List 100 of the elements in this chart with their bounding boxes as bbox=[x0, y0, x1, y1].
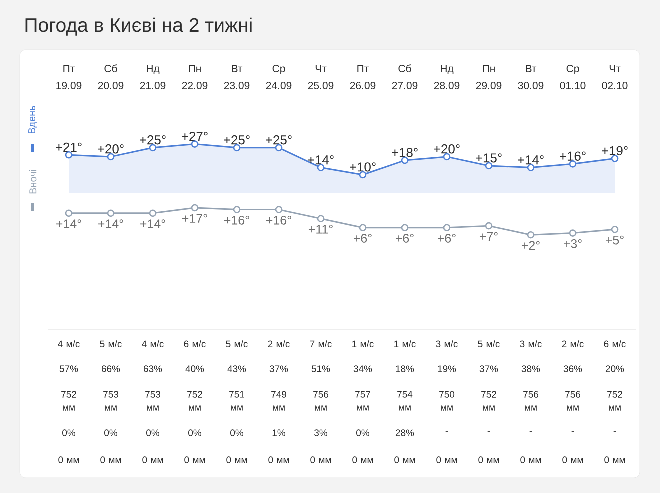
data-label: +14° bbox=[308, 156, 334, 165]
data-label: +21° bbox=[56, 142, 82, 152]
text: 2 м/с bbox=[562, 340, 584, 348]
point bbox=[275, 206, 283, 214]
x-tick-label: Ср 24.09 bbox=[266, 65, 292, 90]
data-label: +2° bbox=[522, 241, 540, 250]
text: 753 мм bbox=[146, 391, 161, 411]
data-label: +7° bbox=[480, 232, 498, 241]
text: 4 м/с bbox=[58, 340, 80, 348]
text: 1 м/с bbox=[394, 340, 416, 348]
x-tick-label: Сб 27.09 bbox=[392, 64, 418, 90]
x-tick-label: Сб 20.09 bbox=[98, 64, 124, 90]
point bbox=[233, 206, 241, 214]
text: 0 мм bbox=[604, 456, 626, 464]
text: 0 мм bbox=[562, 456, 584, 464]
data-label: +6° bbox=[438, 234, 456, 243]
x-tick-label: Пт 19.09 bbox=[56, 65, 82, 90]
text: 749 мм bbox=[272, 391, 286, 411]
text: 0 мм bbox=[100, 456, 122, 464]
text: 18% bbox=[396, 366, 414, 372]
x-tick-label: Вт 23.09 bbox=[224, 65, 250, 90]
data-label: +14° bbox=[140, 220, 166, 228]
text: 0 мм bbox=[352, 456, 374, 464]
x-tick-label: Чт 02.10 bbox=[602, 65, 628, 90]
text: 6 м/с bbox=[604, 340, 626, 348]
text: 57% bbox=[60, 366, 78, 372]
x-tick-label: Нд 21.09 bbox=[140, 65, 166, 90]
data-label: +16° bbox=[560, 152, 586, 161]
text: 37% bbox=[480, 366, 498, 372]
point bbox=[611, 155, 619, 162]
data-label: +25° bbox=[140, 136, 166, 145]
x-tick-label: Пн 22.09 bbox=[182, 65, 208, 90]
point bbox=[317, 215, 325, 222]
data-label: +27° bbox=[182, 132, 208, 142]
data-label: +16° bbox=[224, 216, 250, 225]
text: 3 м/с bbox=[436, 340, 458, 348]
data-label: +15° bbox=[476, 154, 502, 163]
x-tick-label: Нд 28.09 bbox=[434, 65, 460, 90]
point bbox=[569, 230, 577, 237]
text: 63% bbox=[144, 366, 162, 372]
text: 66% bbox=[102, 366, 120, 372]
text: 756 мм bbox=[566, 391, 581, 411]
text: 40% bbox=[186, 366, 204, 372]
text: 51% bbox=[312, 366, 330, 372]
text: 1% bbox=[272, 430, 286, 436]
data-label: +20° bbox=[98, 144, 124, 154]
point bbox=[611, 226, 619, 234]
text: 5 м/с bbox=[100, 340, 122, 348]
text: 0 мм bbox=[394, 456, 416, 464]
text: 38% bbox=[522, 366, 540, 372]
text: 756 мм bbox=[524, 391, 539, 411]
text: 0% bbox=[356, 430, 370, 436]
point bbox=[359, 224, 367, 232]
text: 751 мм bbox=[230, 391, 244, 411]
text: 28% bbox=[396, 430, 414, 436]
data-label: +14° bbox=[56, 220, 82, 228]
point bbox=[401, 224, 409, 232]
data-label: +5° bbox=[606, 236, 624, 245]
text: 20% bbox=[606, 366, 624, 372]
text: 3% bbox=[314, 430, 328, 436]
data-label: +6° bbox=[396, 234, 414, 243]
data-label: +10° bbox=[350, 162, 376, 172]
x-tick-label: Пн 29.09 bbox=[476, 65, 502, 90]
chart-title: Погода в Києві на 2 тижні bbox=[26, 18, 252, 36]
data-label: +6° bbox=[354, 234, 372, 243]
point bbox=[65, 210, 73, 218]
text: 757 мм bbox=[356, 391, 370, 411]
data-label: +3° bbox=[564, 239, 582, 248]
text: 6 м/с bbox=[184, 340, 206, 348]
data-label: +17° bbox=[182, 214, 208, 223]
text: 4 м/с bbox=[142, 340, 164, 348]
text: 5 м/с bbox=[226, 340, 248, 348]
data-label: +16° bbox=[266, 216, 292, 225]
text: 0 мм bbox=[184, 456, 206, 464]
point bbox=[527, 231, 535, 239]
data-label: +11° bbox=[308, 225, 333, 234]
text: 7 м/с bbox=[310, 340, 332, 348]
text: 0 мм bbox=[436, 456, 458, 464]
text: 0% bbox=[146, 430, 160, 436]
data-label: +14° bbox=[518, 156, 544, 165]
text: 2 м/с bbox=[268, 340, 290, 348]
text: 0 мм bbox=[310, 456, 332, 464]
text: 0% bbox=[104, 430, 118, 436]
text: 0 мм bbox=[142, 456, 164, 464]
x-tick-label: Вт 30.09 bbox=[518, 65, 544, 90]
text: 0% bbox=[230, 430, 244, 436]
text: 0 мм bbox=[478, 456, 500, 464]
text: 0 мм bbox=[520, 456, 542, 464]
text: 752 мм bbox=[482, 391, 496, 411]
text: 43% bbox=[228, 366, 246, 372]
text: 752 мм bbox=[608, 391, 622, 411]
text: 5 м/с bbox=[478, 340, 500, 348]
text: 0 мм bbox=[58, 456, 80, 464]
point bbox=[191, 204, 199, 212]
data-label: +14° bbox=[98, 220, 124, 228]
x-tick-label: Чт 25.09 bbox=[308, 65, 334, 90]
text: 0% bbox=[62, 430, 76, 436]
point bbox=[569, 160, 577, 168]
text: Вночі bbox=[29, 170, 37, 194]
data-label: +18° bbox=[392, 148, 418, 158]
